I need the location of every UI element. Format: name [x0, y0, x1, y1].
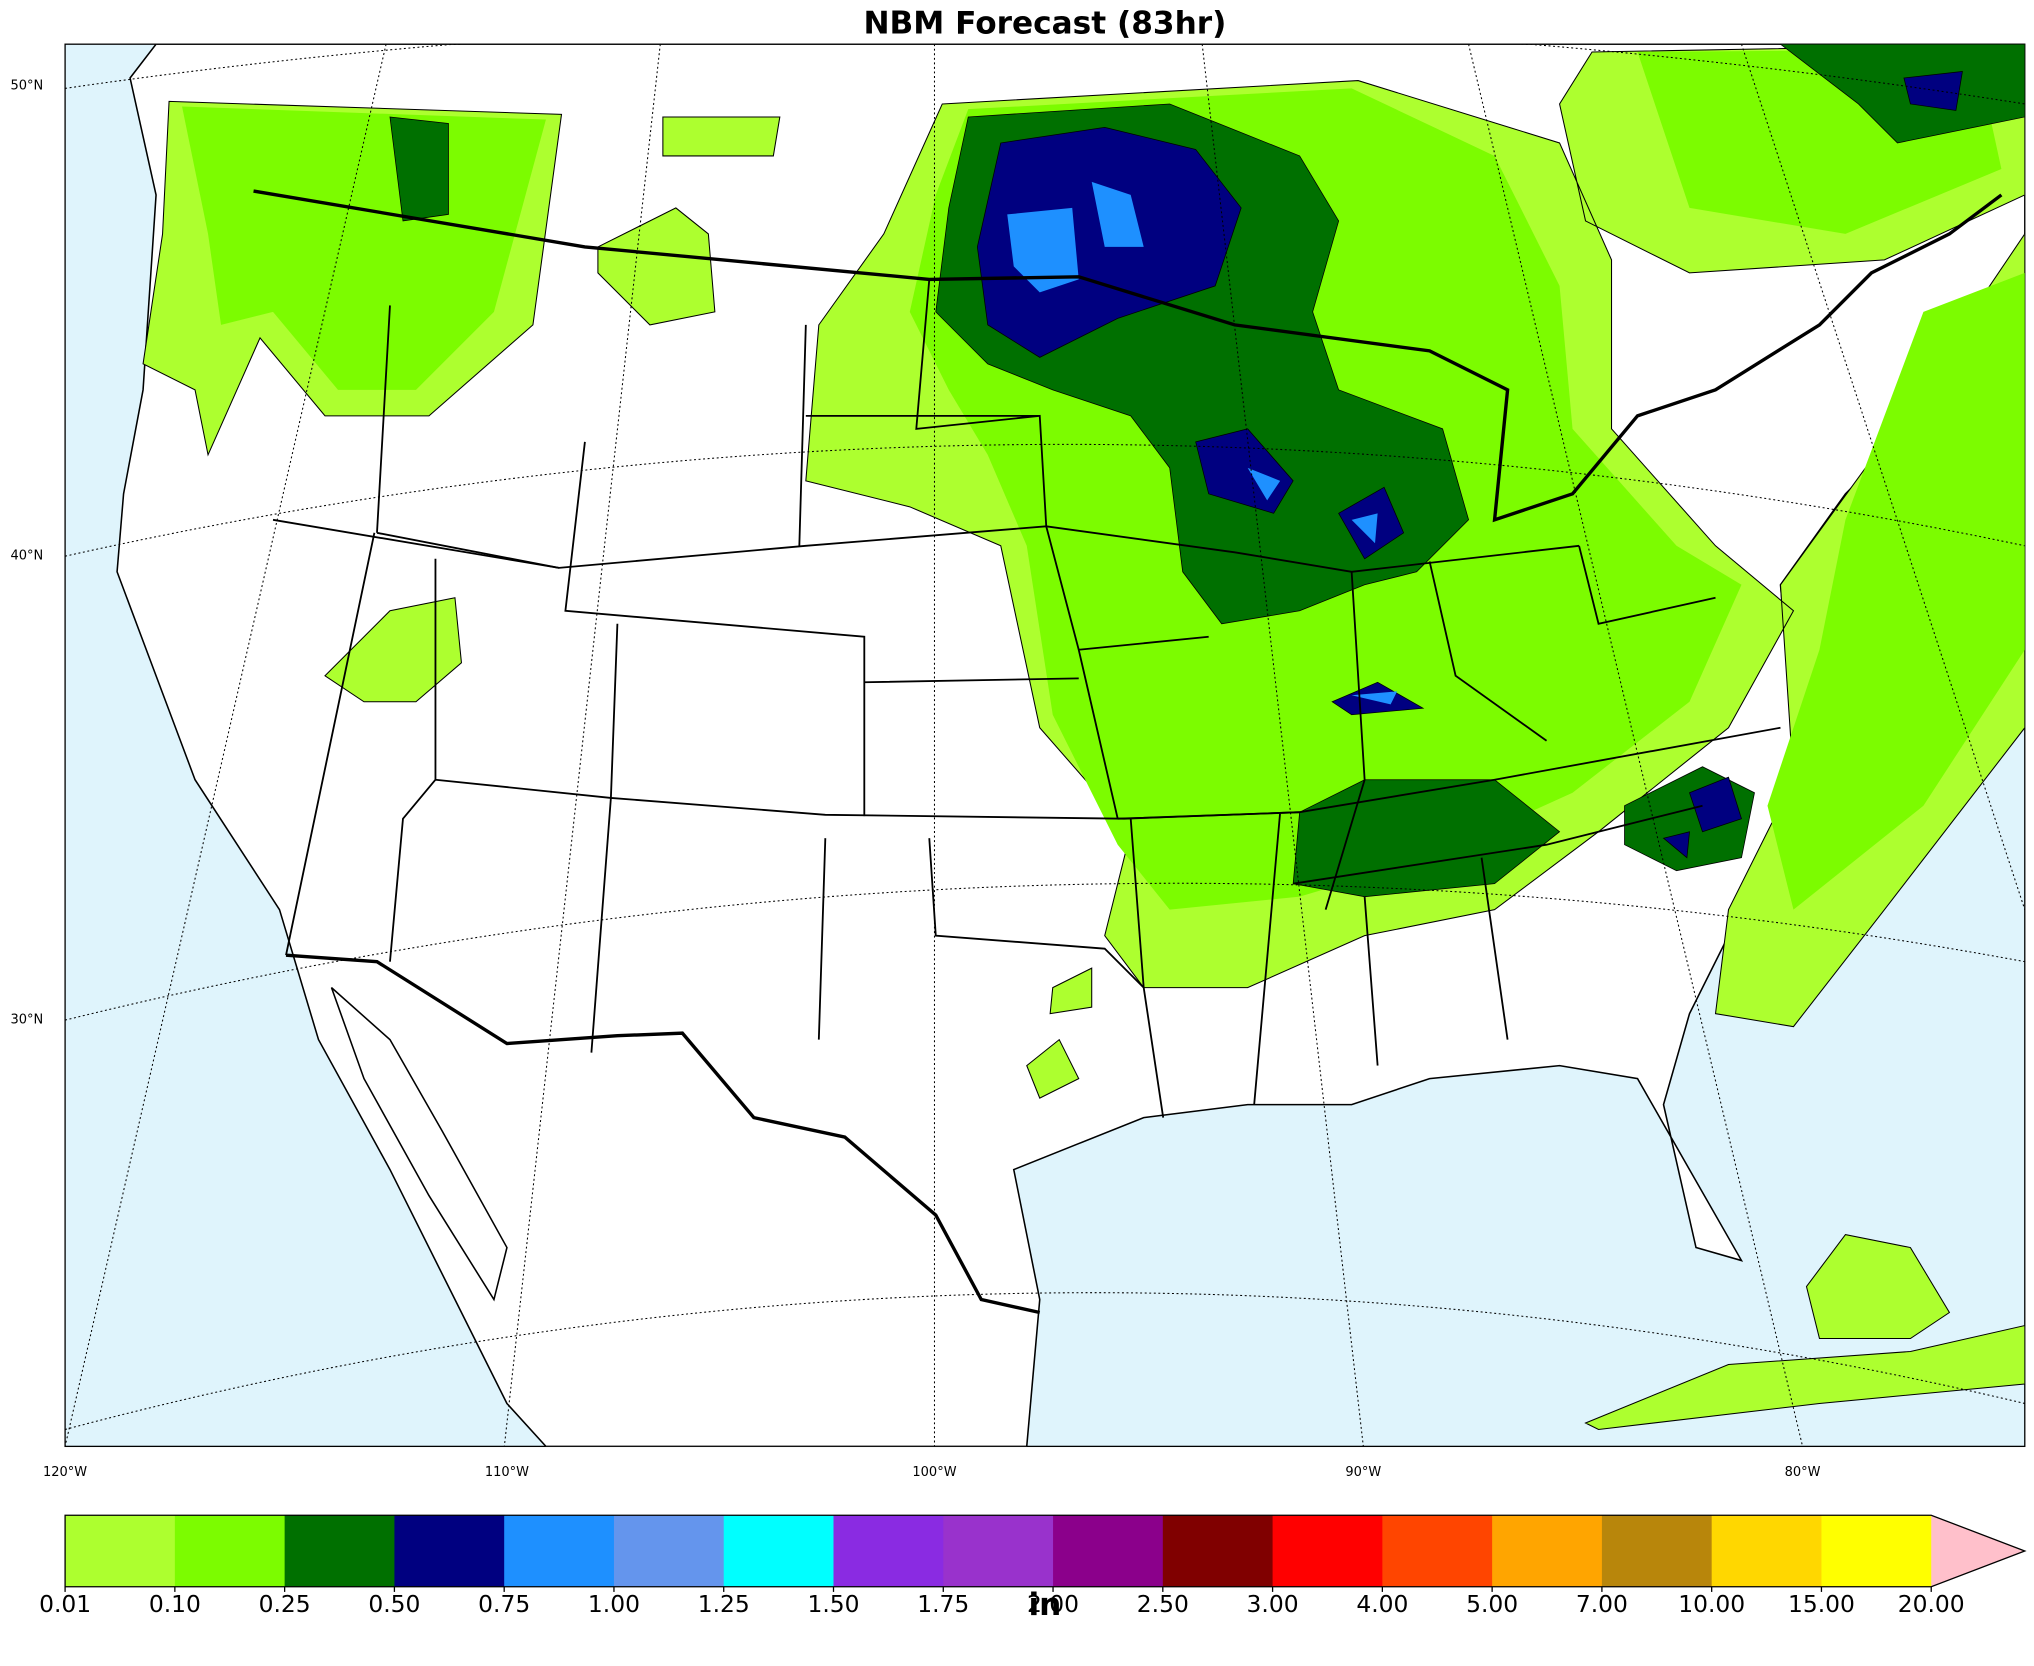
colorbar-tick-label: 7.00 [1576, 1590, 1628, 1618]
baja [330, 987, 508, 1302]
colorbar-segment [1162, 1515, 1274, 1587]
lon-labels: 120°W 110°W 100°W 90°W 80°W [43, 1465, 1821, 1480]
colorbar-tick-label: 0.25 [259, 1590, 311, 1618]
colorbar-tick-label: 0.50 [368, 1590, 420, 1618]
colorbar-segment [943, 1515, 1054, 1587]
lat-label: 40°N [11, 549, 44, 564]
colorbar-tick-label: 20.00 [1898, 1590, 1965, 1618]
colorbar-segment [723, 1515, 835, 1587]
colorbar-tick-label: 2.00 [1027, 1590, 1079, 1618]
lon-label: 90°W [1345, 1465, 1381, 1480]
colorbar-segment [65, 1515, 176, 1587]
colorbar-segment [613, 1515, 725, 1587]
colorbar-segment [1821, 1515, 1932, 1587]
lon-label: 110°W [485, 1465, 529, 1480]
lat-label: 30°N [11, 1013, 44, 1028]
colorbar-segment [1601, 1515, 1713, 1587]
colorbar-segment [1382, 1515, 1493, 1587]
lon-label: 80°W [1785, 1465, 1821, 1480]
map: 50°N 40°N 30°N 120°W 110°W 100°W 90°W 80°W [11, 43, 2026, 1480]
map-title: NBM Forecast (83hr) [863, 6, 1226, 42]
colorbar-tick-label: 4.00 [1356, 1590, 1408, 1618]
colorbar-tick-label: 0.75 [478, 1590, 530, 1618]
colorbar-tick-label: 1.50 [807, 1590, 859, 1618]
colorbar: 0.01 0.10 0.25 0.50 0.75 1.00 1.25 1.50 1.75 2.00… [39, 1514, 2027, 1618]
colorbar-tick-label: 0.10 [149, 1590, 201, 1618]
colorbar-tick-label: 1.00 [588, 1590, 640, 1618]
colorbar-tick-label: 3.00 [1247, 1590, 1299, 1618]
precip-extreme [1007, 181, 1398, 705]
colorbar-extend [1931, 1515, 2025, 1587]
colorbar-tick-label: 0.01 [39, 1590, 91, 1618]
colorbar-segment [1492, 1515, 1603, 1587]
lon-label: 100°W [912, 1465, 956, 1480]
colorbar-unit: in [1028, 1587, 1061, 1623]
lon-label: 120°W [43, 1465, 87, 1480]
precip-moderate [182, 49, 2025, 910]
colorbar-tick-label: 5.00 [1466, 1590, 1518, 1618]
graticule [65, 44, 2025, 1447]
borders [253, 189, 2003, 1315]
colorbar-segment [1711, 1515, 1823, 1587]
colorbar-segment [1272, 1515, 1384, 1587]
colorbar-tick-label: 10.00 [1678, 1590, 1745, 1618]
colorbar-segment [504, 1515, 615, 1587]
colorbar-tick-label: 1.25 [698, 1590, 750, 1618]
lat-labels: 50°N 40°N 30°N [11, 78, 44, 1027]
colorbar-segment [1053, 1515, 1164, 1587]
lat-label: 50°N [11, 78, 44, 93]
colorbar-segment [284, 1515, 396, 1587]
colorbar-segment [174, 1515, 286, 1587]
colorbar-tick-label: 15.00 [1788, 1590, 1855, 1618]
colorbar-tick-label: 1.75 [917, 1590, 969, 1618]
colorbar-tick-label: 2.50 [1137, 1590, 1189, 1618]
colorbar-outline [64, 1514, 2027, 1588]
colorbar-segment [394, 1515, 505, 1587]
colorbar-segment [833, 1515, 944, 1587]
